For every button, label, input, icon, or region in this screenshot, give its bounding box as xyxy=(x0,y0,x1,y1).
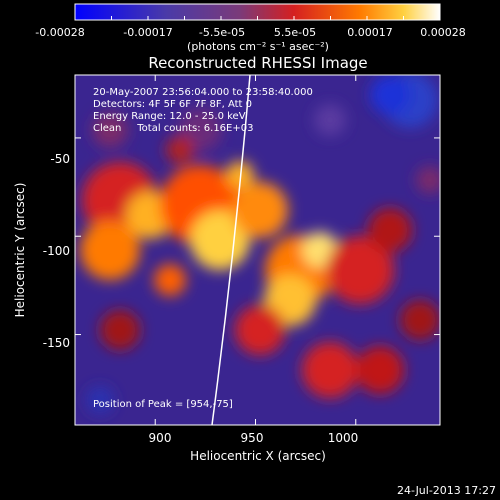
colorbar-label-2: -5.5e-05 xyxy=(199,26,245,39)
y-tick-label-minus150: -150 xyxy=(43,336,70,350)
emission-blob xyxy=(154,264,186,296)
emission-blob xyxy=(368,208,412,252)
annotation-time: 20-May-2007 23:56:04.000 to 23:58:40.000 xyxy=(93,87,313,98)
annotation-energy: Energy Range: 12.0 - 25.0 keV xyxy=(93,111,246,122)
emission-blob xyxy=(326,236,394,304)
x-tick-label-950: 950 xyxy=(241,431,264,445)
emission-blob xyxy=(232,182,288,238)
x-tick-label-1000: 1000 xyxy=(328,431,359,445)
x-tick-label-900: 900 xyxy=(149,431,172,445)
colorbar-unit-label: (photons cm⁻² s⁻¹ asec⁻²) xyxy=(187,40,329,53)
emission-blob xyxy=(166,136,194,164)
emission-blob xyxy=(100,310,140,350)
emission-blob xyxy=(235,305,285,355)
solar-limb-line xyxy=(211,75,251,425)
y-tick-label-minus50: -50 xyxy=(50,152,70,166)
colorbar-ticks xyxy=(74,16,441,20)
y-axis-label: Heliocentric Y (arcsec) xyxy=(13,183,27,318)
colorbar-label-5: 0.00028 xyxy=(420,26,466,39)
x-axis-label: Heliocentric X (arcsec) xyxy=(190,449,326,463)
plot-frame xyxy=(74,74,441,426)
colorbar-label-1: -0.00017 xyxy=(123,26,172,39)
colorbar-label-4: 0.00017 xyxy=(347,26,393,39)
colorbar-label-3: 5.5e-05 xyxy=(274,26,316,39)
emission-blob xyxy=(92,112,128,148)
emission-blob xyxy=(226,161,254,189)
emission-blob xyxy=(314,104,346,136)
footer-timestamp: 24-Jul-2013 17:27 xyxy=(397,484,496,497)
emission-blob xyxy=(356,346,404,394)
axis-ticks xyxy=(75,75,440,425)
emission-blob xyxy=(370,75,410,115)
y-tick-label-minus100: -100 xyxy=(43,244,70,258)
emission-blob xyxy=(86,386,114,414)
emission-blob xyxy=(80,220,140,280)
colorbar-label-0: -0.00028 xyxy=(35,26,84,39)
heatmap-image xyxy=(75,75,440,425)
emission-blob xyxy=(302,342,358,398)
emission-blob xyxy=(416,166,440,194)
peak-position-label: Position of Peak = [954,-75] xyxy=(93,399,233,410)
annotation-clean: Clean Total counts: 6.16E+03 xyxy=(93,123,253,134)
annotation-detectors: Detectors: 4F 5F 6F 7F 8F, Att 0 xyxy=(93,99,252,110)
emission-blob xyxy=(400,300,440,340)
chart-title: Reconstructed RHESSI Image xyxy=(148,54,367,72)
